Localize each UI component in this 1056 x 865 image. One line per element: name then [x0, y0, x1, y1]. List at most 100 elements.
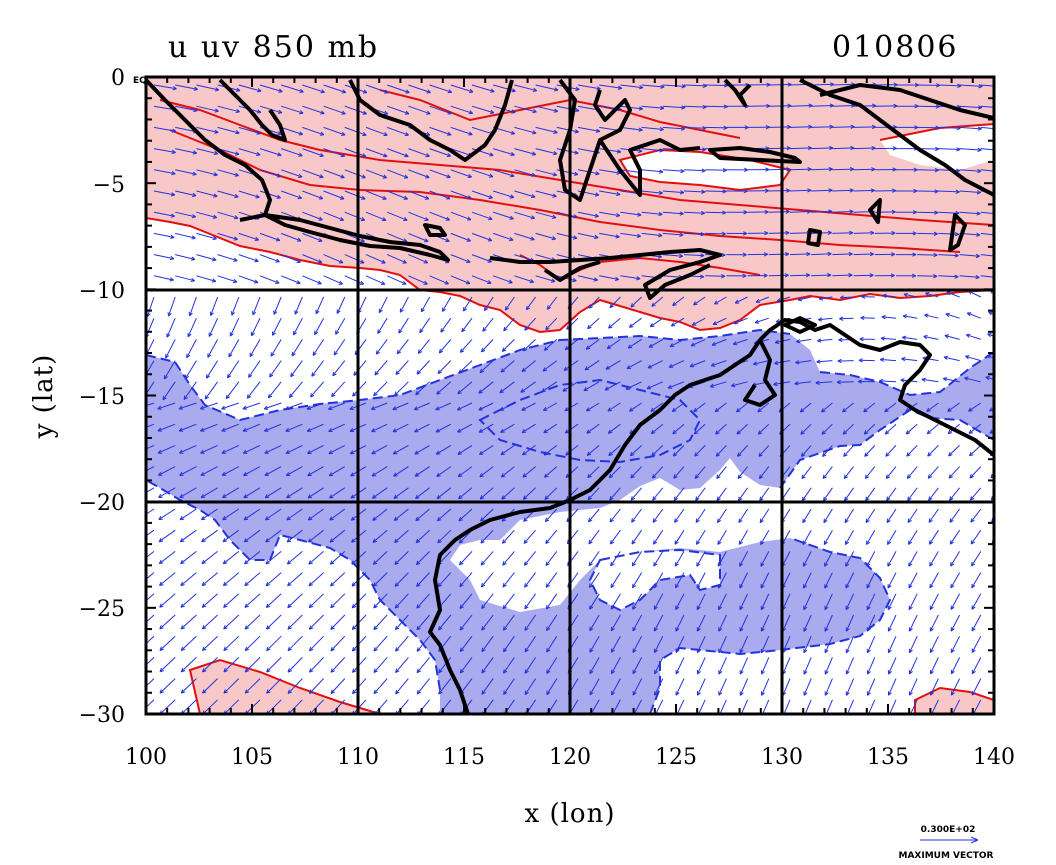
wind-vector-head — [179, 537, 185, 543]
wind-vector-head — [632, 605, 637, 610]
wind-vector — [290, 360, 303, 377]
wind-vector-head — [647, 364, 652, 369]
wind-vector-head — [807, 145, 812, 151]
wind-vector-head — [270, 352, 275, 357]
wind-vector-head — [653, 627, 658, 632]
wind-vector-head — [763, 273, 768, 278]
wind-vector — [471, 211, 493, 220]
wind-vector — [217, 126, 240, 134]
wind-vector — [717, 551, 727, 567]
wind-vector — [393, 508, 409, 521]
wind-vector-head — [223, 646, 228, 651]
wind-vector — [344, 190, 366, 200]
wind-vector — [302, 169, 324, 178]
wind-vector — [697, 678, 706, 696]
wind-vector — [789, 105, 813, 107]
wind-vector — [546, 635, 558, 653]
wind-vector-head — [503, 647, 508, 653]
wind-vector — [471, 254, 492, 263]
wind-vector — [903, 293, 918, 298]
wind-vector-head — [802, 562, 807, 567]
wind-vector-head — [351, 582, 356, 587]
wind-vector — [824, 572, 833, 589]
wind-vector-head — [352, 392, 357, 397]
wind-vector — [646, 381, 664, 390]
wind-vector-head — [637, 212, 642, 217]
wind-vector-head — [605, 365, 611, 370]
wind-vector-head — [806, 251, 811, 257]
wind-vector — [866, 551, 876, 567]
wind-vector-head — [468, 110, 474, 115]
wind-vector — [223, 593, 240, 608]
wind-vector — [811, 189, 833, 192]
wind-vector-head — [736, 408, 741, 413]
wind-vector — [917, 211, 939, 214]
wind-vector-head — [275, 237, 281, 242]
wind-vector-head — [544, 473, 549, 478]
wind-vector-head — [615, 212, 621, 218]
wind-vector-head — [828, 167, 833, 172]
wind-vector — [175, 148, 197, 154]
wind-vector — [332, 360, 346, 377]
wind-vector — [374, 699, 388, 714]
wind-vector-head — [414, 428, 419, 433]
wind-vector — [500, 360, 515, 373]
wind-vector — [306, 402, 324, 410]
wind-vector — [287, 678, 303, 694]
wind-vector-head — [264, 516, 270, 521]
wind-vector — [437, 529, 452, 544]
wind-vector-head — [999, 106, 1003, 109]
wind-vector-head — [652, 518, 657, 523]
wind-vector — [609, 529, 621, 545]
wind-vector-head — [201, 559, 206, 565]
wind-vector-head — [909, 691, 913, 696]
wind-vector — [564, 339, 579, 351]
wind-vector-head — [415, 494, 420, 499]
wind-vector-head — [586, 429, 591, 434]
wind-vector — [459, 614, 473, 631]
wind-vector — [329, 529, 346, 543]
wind-vector-head — [584, 366, 590, 371]
wind-vector-head — [350, 472, 355, 477]
wind-vector — [929, 635, 939, 653]
y-tick-label: −30 — [79, 703, 125, 728]
wind-vector-head — [586, 451, 592, 456]
wind-vector-head — [359, 280, 365, 285]
wind-vector-head — [954, 232, 960, 237]
wind-vector-head — [653, 540, 658, 545]
wind-vector — [266, 635, 282, 652]
wind-vector-head — [479, 368, 484, 374]
wind-vector-head — [610, 561, 615, 567]
wind-vector-head — [521, 367, 527, 373]
wind-vector — [672, 402, 685, 412]
wind-vector — [930, 657, 939, 675]
wind-vector — [227, 360, 240, 379]
wind-vector-head — [436, 516, 442, 522]
wind-vector-head — [478, 450, 484, 455]
wind-vector — [928, 508, 939, 523]
wind-vector-head — [803, 584, 808, 589]
wind-vector-head — [694, 474, 700, 479]
wind-vector — [183, 381, 197, 400]
wind-vector — [641, 211, 663, 215]
wind-vector — [500, 423, 515, 433]
wind-vector-head — [502, 561, 507, 566]
wind-vector-head — [758, 474, 764, 480]
wind-vector — [917, 275, 938, 277]
wind-vector-head — [179, 493, 184, 498]
wind-vector — [604, 381, 621, 391]
wind-vector-head — [467, 195, 472, 200]
wind-vector — [759, 508, 770, 523]
wind-vector-head — [383, 110, 389, 115]
wind-vector-head — [933, 231, 938, 236]
wind-vector — [450, 254, 471, 263]
wind-vector — [392, 402, 409, 410]
wind-vector — [683, 232, 705, 235]
wind-vector-head — [222, 538, 228, 543]
wind-vector — [705, 105, 728, 108]
wind-vector — [501, 339, 515, 352]
coast-australia-gulf — [743, 339, 777, 407]
wind-vector-head — [758, 452, 763, 457]
wind-vector-head — [713, 300, 719, 305]
wind-vector — [285, 402, 303, 410]
